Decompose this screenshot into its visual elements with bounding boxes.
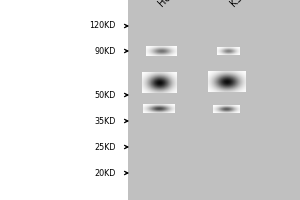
Text: Hela: Hela [156, 0, 179, 8]
Text: K562: K562 [228, 0, 253, 8]
Text: 50KD: 50KD [94, 90, 116, 99]
Text: 20KD: 20KD [94, 168, 116, 178]
Bar [128, 0, 300, 200]
Text: 120KD: 120KD [89, 21, 116, 30]
Text: 90KD: 90KD [94, 46, 116, 55]
Text: 25KD: 25KD [94, 142, 116, 152]
Text: 35KD: 35KD [94, 116, 116, 126]
